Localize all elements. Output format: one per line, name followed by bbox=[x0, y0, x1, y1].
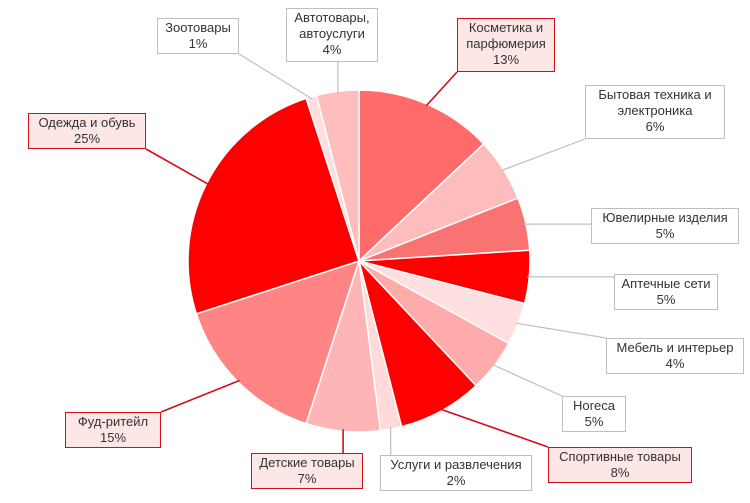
slice-label-name: Аптечные сети bbox=[621, 276, 711, 291]
slice-label-percent: 13% bbox=[492, 52, 520, 67]
slice-label-percent: 8% bbox=[610, 465, 630, 480]
slice-label-percent: 5% bbox=[584, 414, 604, 429]
leader-line bbox=[425, 71, 458, 107]
slice-label-name: Мебель и интерьер bbox=[616, 340, 734, 355]
slice-label: Мебель и интерьер 4% bbox=[606, 338, 744, 374]
slice-label-name: Бытовая техника и электроника bbox=[598, 87, 712, 118]
slice-label-percent: 4% bbox=[665, 356, 685, 371]
slice-label-percent: 15% bbox=[99, 430, 127, 445]
slice-label-percent: 5% bbox=[656, 292, 676, 307]
slice-label: Услуги и развлечения 2% bbox=[380, 455, 532, 491]
slice-label-percent: 1% bbox=[188, 36, 208, 51]
slice-label: Бытовая техника и электроника 6% bbox=[585, 85, 725, 139]
slice-label-name: Услуги и развлечения bbox=[390, 457, 522, 472]
slice-label-percent: 4% bbox=[322, 42, 342, 57]
slice-label-name: Косметика и парфюмерия bbox=[466, 20, 546, 51]
slice-label-name: Детские товары bbox=[259, 455, 355, 470]
leader-line bbox=[501, 138, 586, 172]
slice-label: Косметика и парфюмерия 13% bbox=[457, 18, 555, 72]
slice-label-name: Спортивные товары bbox=[559, 449, 681, 464]
slice-label-name: Horeca bbox=[573, 398, 615, 413]
slice-label: Автотовары, автоуслуги 4% bbox=[286, 8, 378, 62]
slice-label-percent: 25% bbox=[73, 131, 101, 146]
slice-label: Horeca 5% bbox=[562, 396, 626, 432]
slice-label-percent: 5% bbox=[655, 226, 675, 241]
slice-label-name: Ювелирные изделия bbox=[602, 210, 728, 225]
slice-label: Аптечные сети 5% bbox=[614, 274, 718, 310]
slice-label-percent: 2% bbox=[446, 473, 466, 488]
leader-line bbox=[492, 364, 563, 397]
leader-line bbox=[160, 379, 240, 413]
leader-line bbox=[145, 148, 209, 185]
slice-label-percent: 6% bbox=[645, 119, 665, 134]
slice-label-percent: 7% bbox=[297, 471, 317, 486]
slice-label-name: Автотовары, автоуслуги bbox=[294, 10, 370, 41]
slice-label: Детские товары 7% bbox=[251, 453, 363, 489]
slice-label-name: Фуд-ритейл bbox=[77, 414, 149, 429]
slice-label: Спортивные товары 8% bbox=[548, 447, 692, 483]
slice-label-name: Одежда и обувь bbox=[38, 115, 136, 130]
slice-label: Зоотовары 1% bbox=[157, 18, 239, 54]
leader-line bbox=[516, 322, 607, 339]
slice-label: Одежда и обувь 25% bbox=[28, 113, 146, 149]
slice-label-name: Зоотовары bbox=[165, 20, 231, 35]
leader-line bbox=[238, 53, 313, 100]
slice-label: Ювелирные изделия 5% bbox=[591, 208, 739, 244]
leader-line bbox=[440, 408, 549, 448]
slice-label: Фуд-ритейл 15% bbox=[65, 412, 161, 448]
